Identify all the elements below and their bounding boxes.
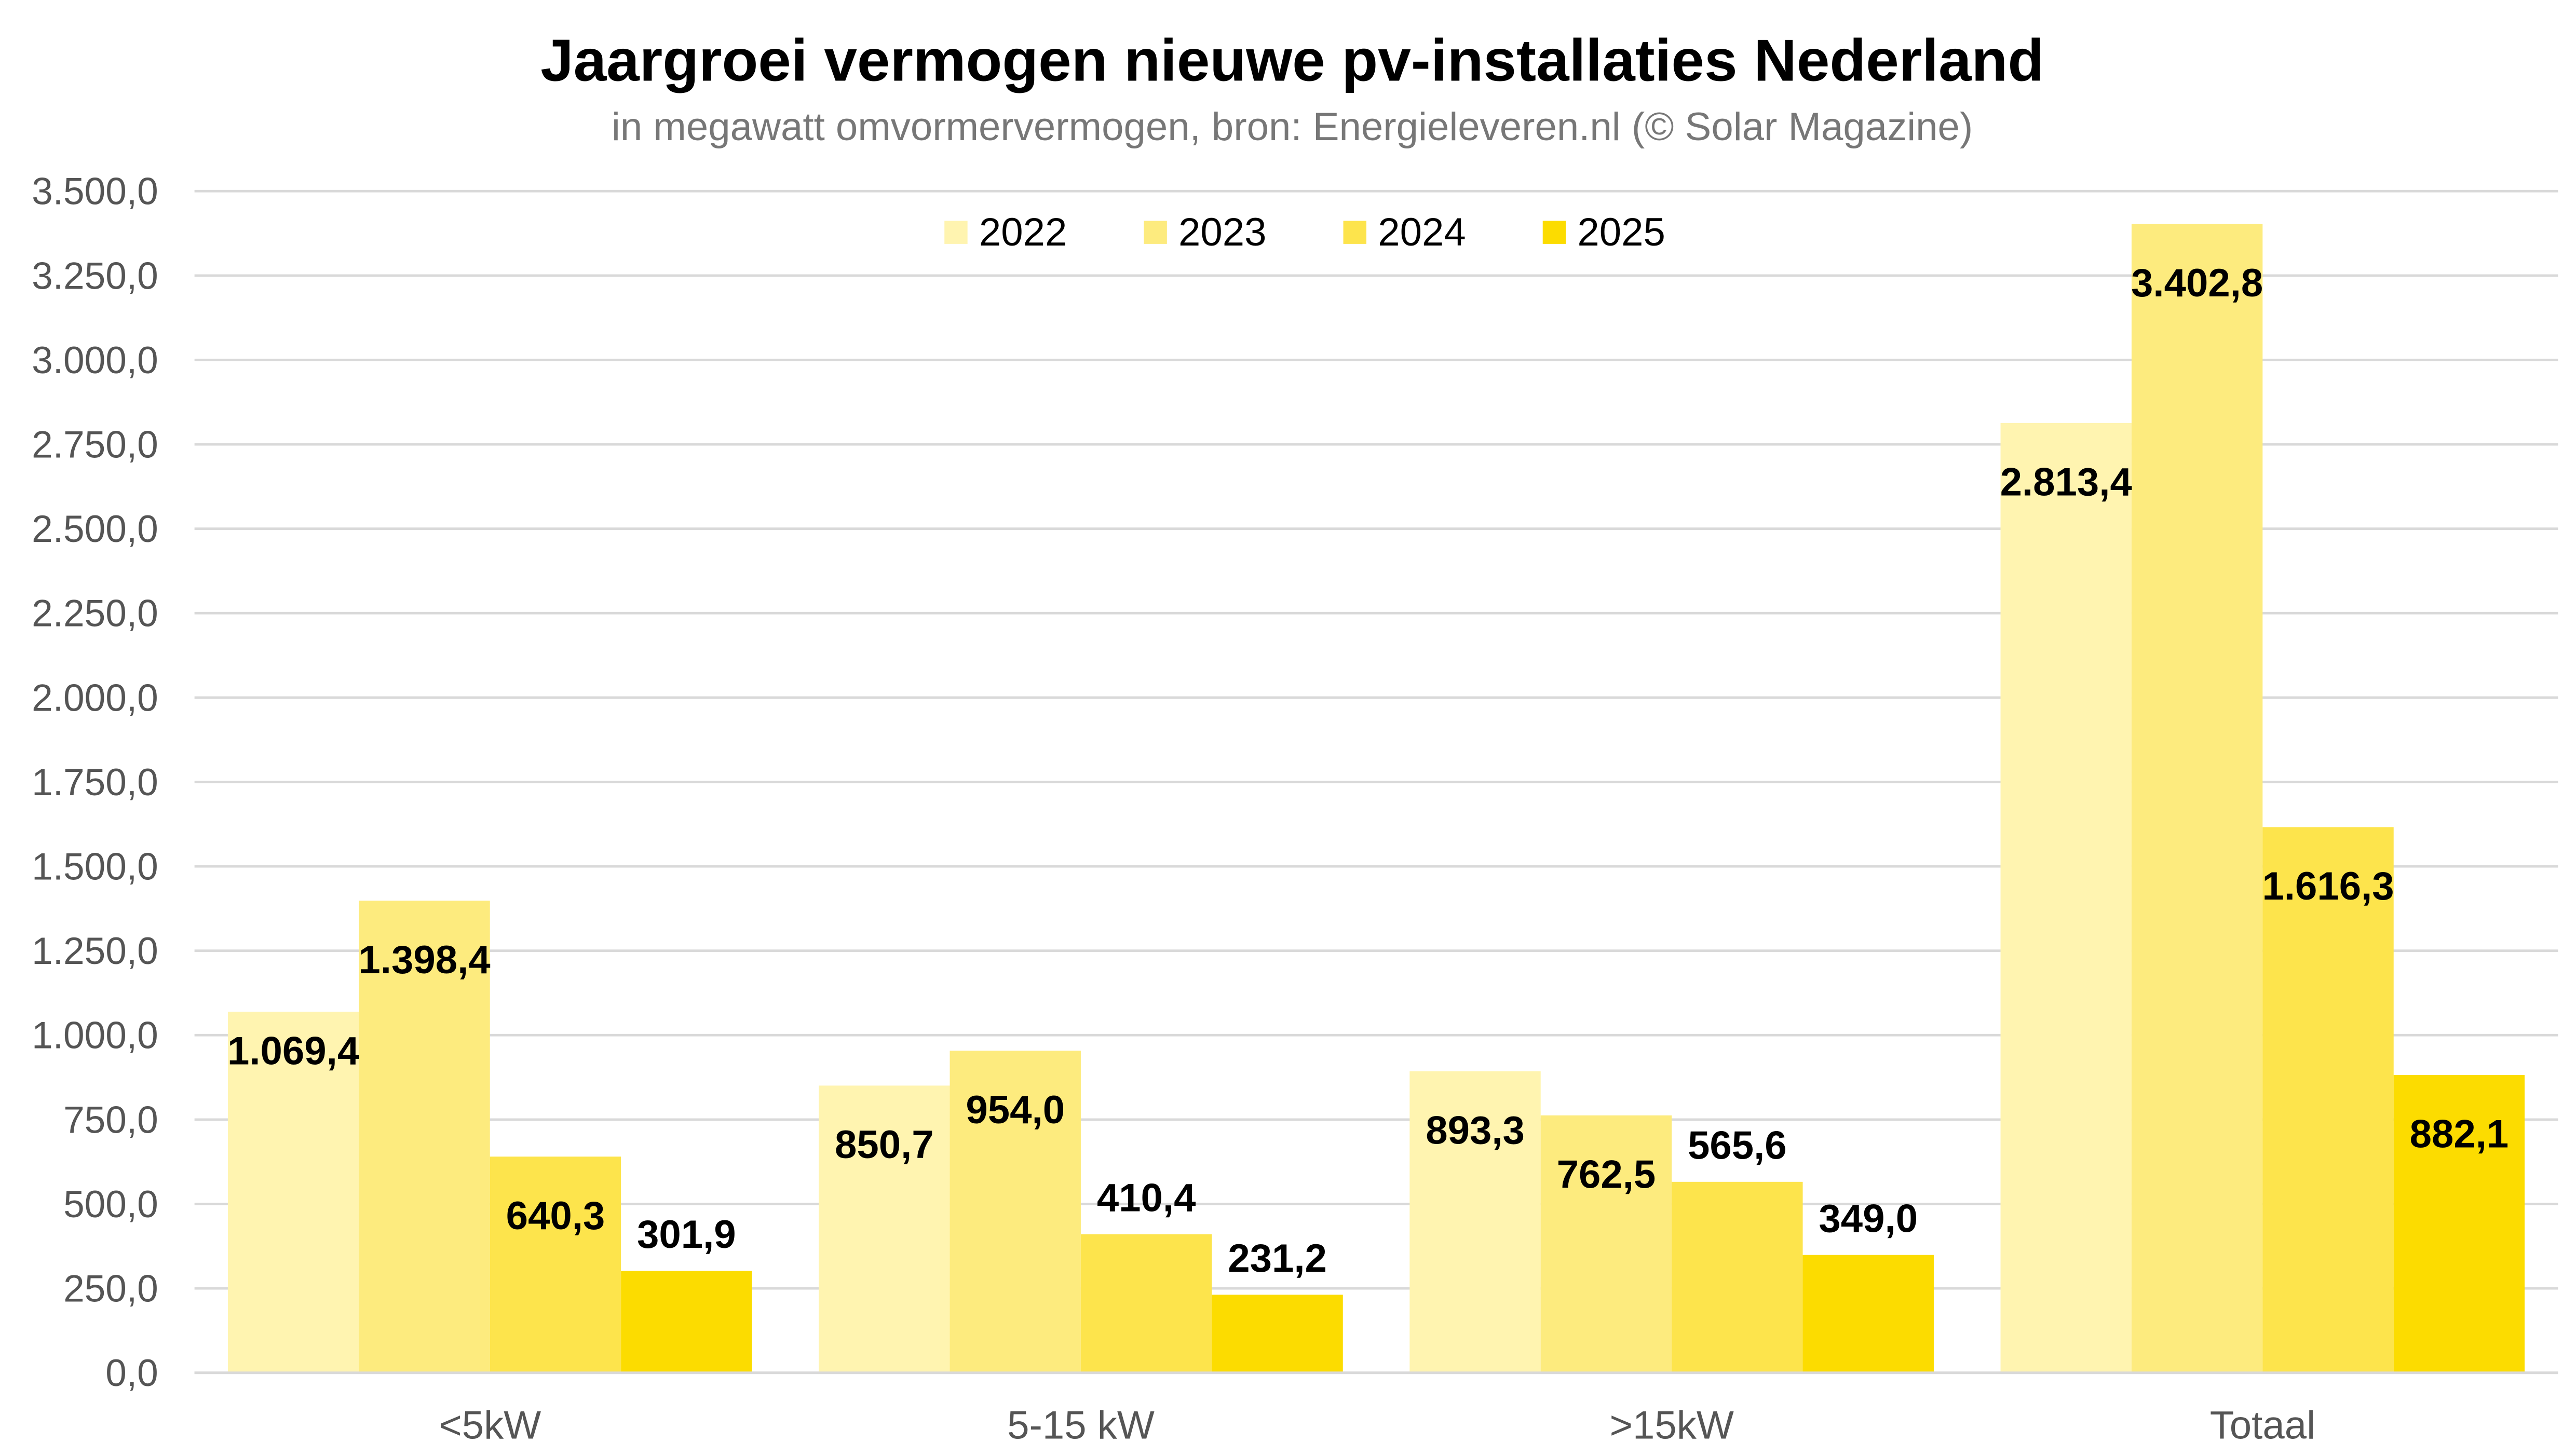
data-label: 1.398,4 <box>358 938 490 982</box>
legend-label-2023: 2023 <box>1178 210 1267 254</box>
data-label: 954,0 <box>966 1088 1065 1132</box>
data-label: 3.402,8 <box>2131 261 2263 305</box>
y-tick-label: 1.750,0 <box>32 761 158 804</box>
legend-label-2024: 2024 <box>1378 210 1466 254</box>
bar-2022 <box>2000 423 2132 1373</box>
data-label: 565,6 <box>1688 1123 1787 1167</box>
y-tick-label: 2.750,0 <box>32 424 158 466</box>
bar-2023 <box>950 1051 1081 1373</box>
x-tick-label: Totaal <box>2210 1404 2315 1448</box>
y-tick-label: 2.000,0 <box>32 677 158 719</box>
chart-title: Jaargroei vermogen nieuwe pv-installatie… <box>540 28 2044 94</box>
legend-label-2025: 2025 <box>1577 210 1665 254</box>
bar-2022 <box>227 1012 359 1373</box>
bar-2023 <box>359 901 490 1373</box>
bar-2024 <box>1672 1181 1803 1373</box>
y-tick-label: 250,0 <box>63 1268 158 1310</box>
y-tick-label: 3.250,0 <box>32 255 158 297</box>
x-tick-label: >15kW <box>1610 1404 1734 1448</box>
data-label: 1.069,4 <box>227 1029 359 1073</box>
legend-swatch-2023 <box>1144 221 1167 244</box>
x-tick-label: 5-15 kW <box>1007 1404 1155 1448</box>
legend: 2022 2023 2024 2025 <box>944 210 1665 254</box>
x-axis: <5kW 5-15 kW >15kW Totaal <box>194 1371 2558 1448</box>
bar-2022 <box>1409 1071 1541 1373</box>
chart-subtitle: in megawatt omvormervermogen, bron: Ener… <box>612 105 1973 149</box>
bars <box>227 224 2525 1373</box>
x-tick-label: <5kW <box>439 1404 541 1448</box>
data-label: 640,3 <box>506 1194 605 1238</box>
y-tick-label: 1.250,0 <box>32 930 158 972</box>
legend-label-2022: 2022 <box>979 210 1067 254</box>
data-label: 410,4 <box>1097 1176 1196 1220</box>
data-label: 349,0 <box>1819 1196 1918 1241</box>
bar-2025 <box>2393 1074 2525 1373</box>
bar-2023 <box>1540 1115 1672 1373</box>
y-tick-label: 3.500,0 <box>32 171 158 213</box>
bar-2025 <box>1802 1255 1934 1373</box>
data-label: 231,2 <box>1228 1236 1327 1281</box>
y-tick-label: 500,0 <box>63 1183 158 1226</box>
bar-2025 <box>621 1271 752 1373</box>
y-tick-label: 3.000,0 <box>32 339 158 382</box>
data-label: 893,3 <box>1426 1108 1525 1152</box>
legend-swatch-2025 <box>1542 221 1566 244</box>
y-axis: 0,0 250,0 500,0 750,0 1.000,0 1.250,0 1.500,0 1… <box>32 171 158 1394</box>
data-label: 2.813,4 <box>2000 460 2132 505</box>
legend-swatch-2022 <box>944 221 968 244</box>
y-tick-label: 1.500,0 <box>32 846 158 888</box>
data-label: 762,5 <box>1557 1152 1656 1196</box>
bar-2024 <box>1080 1234 1212 1373</box>
data-label: 301,9 <box>637 1213 736 1257</box>
y-tick-label: 2.250,0 <box>32 593 158 635</box>
data-labels: 1.069,4 1.398,4 640,3 301,9 850,7 954,0 410,4 2… <box>227 261 2508 1281</box>
bar-2024 <box>490 1156 621 1373</box>
y-tick-label: 0,0 <box>105 1352 158 1394</box>
bar-2023 <box>2131 224 2263 1373</box>
legend-swatch-2024 <box>1343 221 1366 244</box>
data-label: 882,1 <box>2410 1112 2509 1156</box>
bar-2025 <box>1212 1295 1343 1373</box>
y-tick-label: 1.000,0 <box>32 1015 158 1057</box>
bar-2024 <box>2262 827 2394 1373</box>
data-label: 1.616,3 <box>2262 864 2394 908</box>
data-label: 850,7 <box>835 1123 934 1167</box>
y-tick-label: 2.500,0 <box>32 508 158 550</box>
bar-2022 <box>819 1085 950 1373</box>
y-tick-label: 750,0 <box>63 1099 158 1141</box>
